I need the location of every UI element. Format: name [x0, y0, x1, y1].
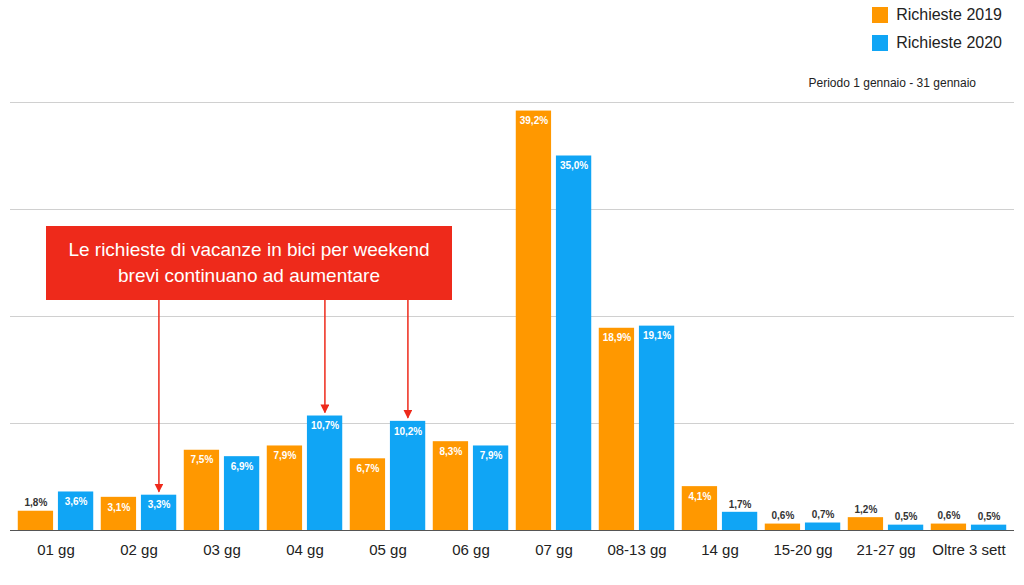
svg-text:14 gg: 14 gg	[701, 541, 739, 558]
svg-text:8,3%: 8,3%	[440, 446, 463, 457]
svg-text:7,9%: 7,9%	[480, 450, 503, 461]
svg-text:0,6%: 0,6%	[938, 510, 961, 521]
svg-text:39,2%: 39,2%	[520, 115, 548, 126]
html-text:Le richieste di vacanze in bic: Le richieste di vacanze in bici per week…	[68, 239, 430, 286]
svg-text:15-20 gg: 15-20 gg	[773, 541, 832, 558]
svg-text:6,7%: 6,7%	[357, 463, 380, 474]
svg-text:03 gg: 03 gg	[203, 541, 241, 558]
svg-text:4,1%: 4,1%	[689, 491, 712, 502]
html-text:Richieste 2019: Richieste 2019	[896, 6, 1002, 23]
svg-text:0,5%: 0,5%	[895, 511, 918, 522]
svg-text:0,7%: 0,7%	[812, 509, 835, 520]
svg-text:0,5%: 0,5%	[978, 511, 1001, 522]
svg-text:07 gg: 07 gg	[535, 541, 573, 558]
html-text:Periodo 1 gennaio - 31 gennaio: Periodo 1 gennaio - 31 gennaio	[808, 76, 976, 90]
svg-text:05 gg: 05 gg	[369, 541, 407, 558]
svg-text:10,2%: 10,2%	[394, 426, 422, 437]
svg-text:3,3%: 3,3%	[148, 499, 171, 510]
svg-text:08-13 gg: 08-13 gg	[607, 541, 666, 558]
svg-text:21-27 gg: 21-27 gg	[856, 541, 915, 558]
svg-text:19,1%: 19,1%	[643, 330, 671, 341]
svg-text:06 gg: 06 gg	[452, 541, 490, 558]
svg-text:3,1%: 3,1%	[108, 502, 131, 513]
svg-text:7,9%: 7,9%	[274, 450, 297, 461]
svg-text:1,7%: 1,7%	[729, 499, 752, 510]
svg-text:04 gg: 04 gg	[286, 541, 324, 558]
svg-text:01 gg: 01 gg	[37, 541, 75, 558]
svg-text:35,0%: 35,0%	[560, 160, 588, 171]
svg-text:18,9%: 18,9%	[603, 332, 631, 343]
svg-text:10,7%: 10,7%	[311, 420, 339, 431]
svg-text:3,6%: 3,6%	[65, 496, 88, 507]
svg-text:6,9%: 6,9%	[231, 461, 254, 472]
svg-text:7,5%: 7,5%	[191, 454, 214, 465]
svg-text:Oltre 3 sett: Oltre 3 sett	[932, 541, 1006, 558]
html-text:Richieste 2020: Richieste 2020	[896, 34, 1002, 51]
svg-text:02 gg: 02 gg	[120, 541, 158, 558]
svg-text:1,2%: 1,2%	[855, 504, 878, 515]
svg-text:0,6%: 0,6%	[772, 510, 795, 521]
svg-text:1,8%: 1,8%	[25, 497, 48, 508]
